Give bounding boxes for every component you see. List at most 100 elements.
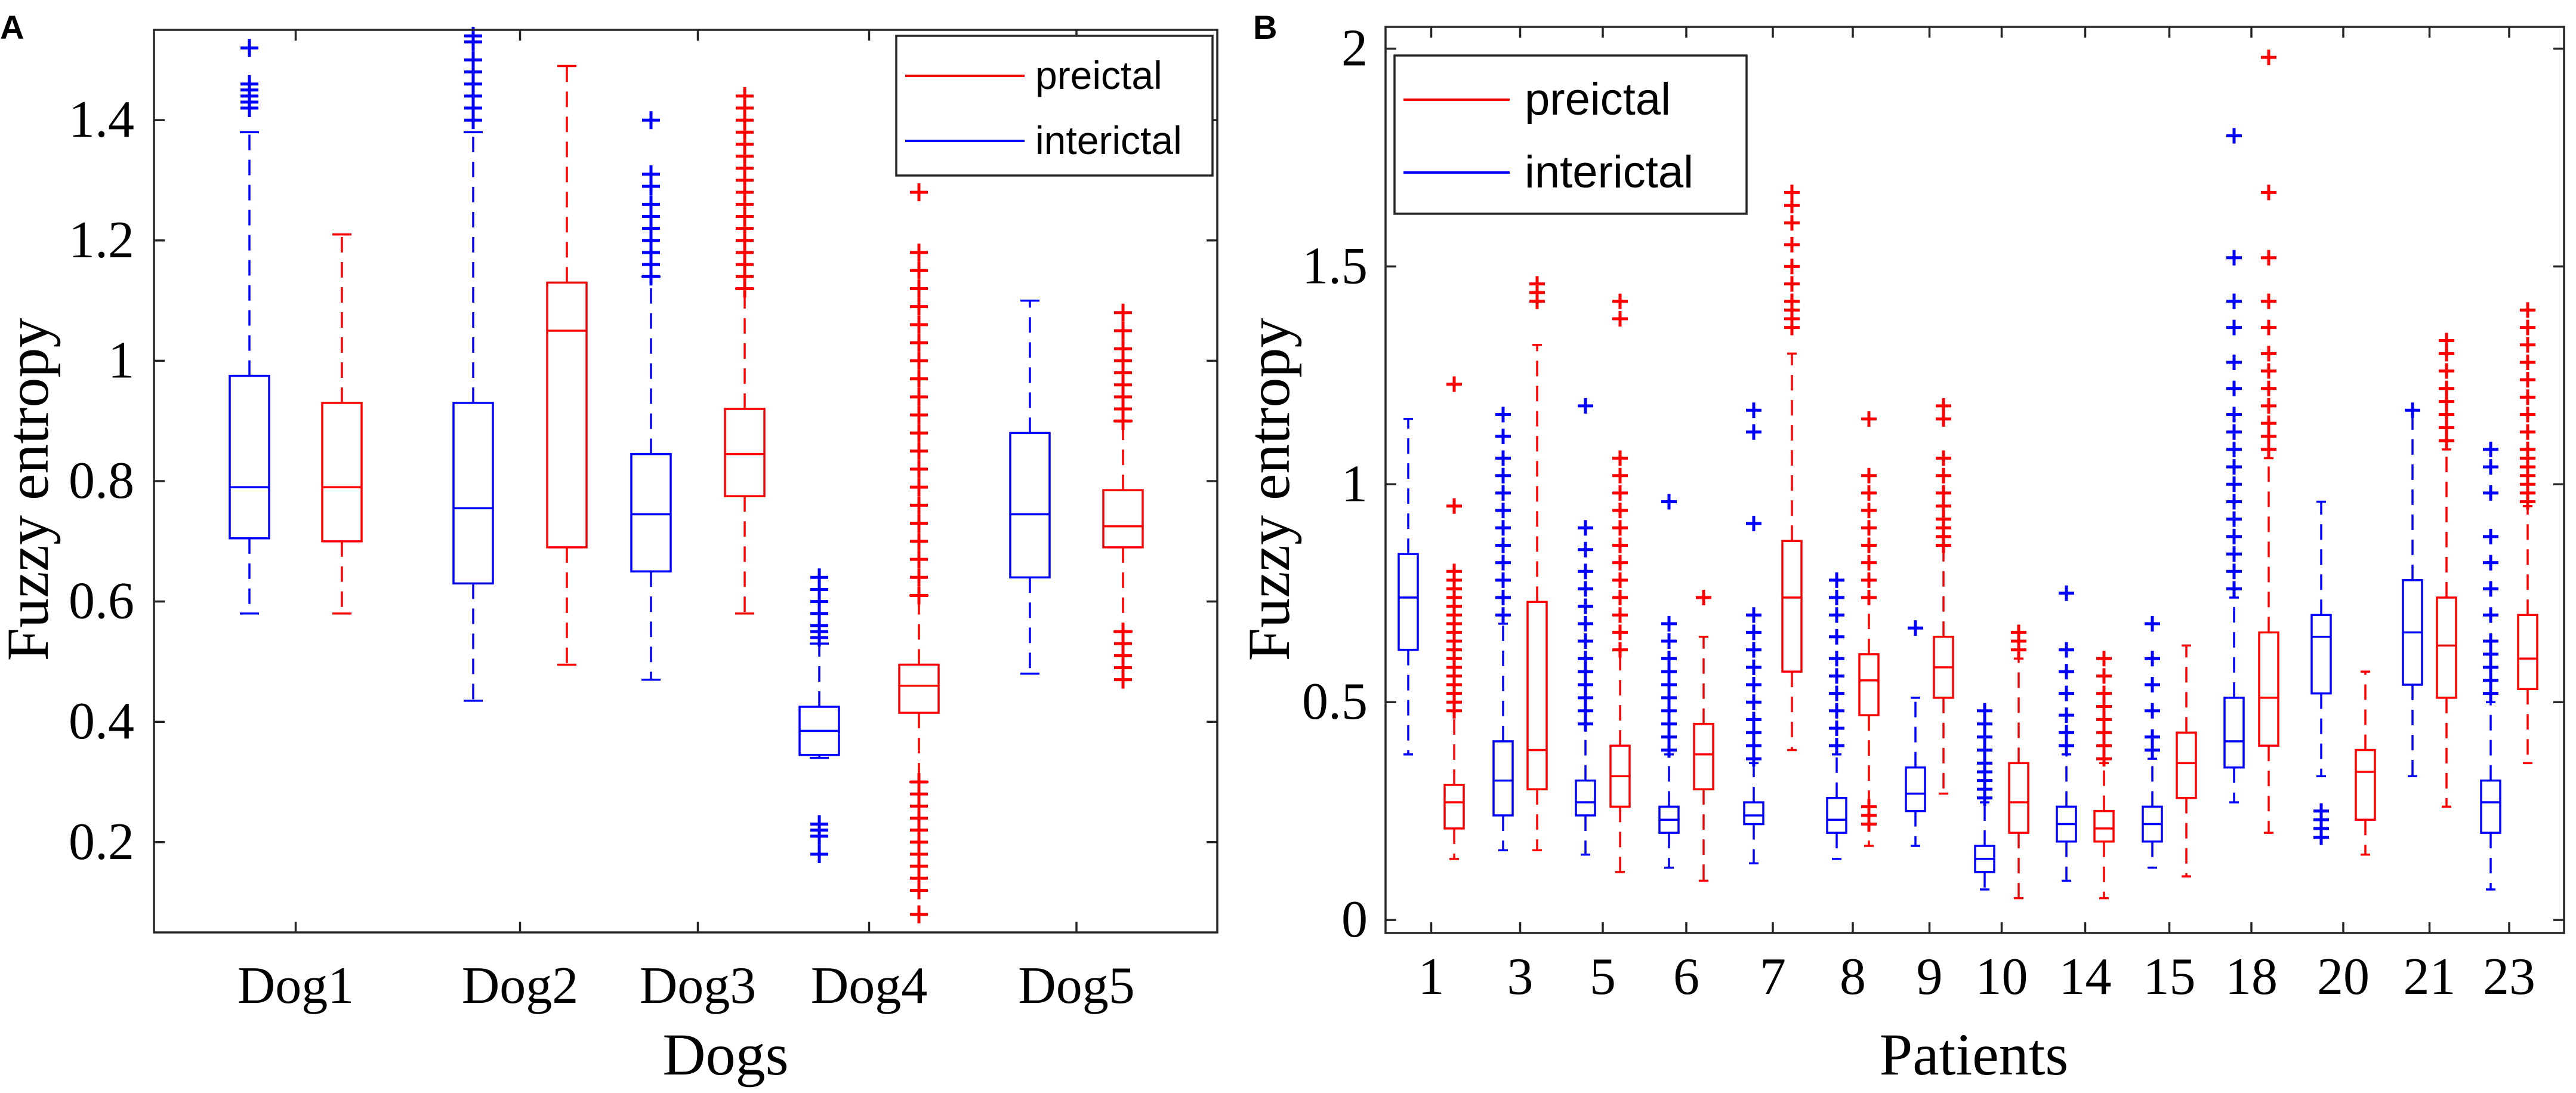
outlier-point bbox=[2439, 393, 2454, 410]
outlier-point bbox=[1612, 624, 1628, 641]
outlier-point bbox=[910, 297, 928, 316]
outlier-point bbox=[2483, 607, 2498, 623]
outlier-point bbox=[910, 478, 928, 497]
outlier-point bbox=[2226, 441, 2242, 457]
x-tick-label: 1 bbox=[1418, 948, 1445, 1006]
outlier-point bbox=[1861, 572, 1877, 588]
outlier-point bbox=[1861, 520, 1877, 536]
outlier-point bbox=[2261, 398, 2276, 414]
box-preictal-Dog3 bbox=[724, 87, 766, 615]
iqr-box bbox=[2176, 731, 2197, 799]
iqr-box bbox=[1693, 722, 1714, 790]
x-tick-label: Dog5 bbox=[1018, 957, 1135, 1015]
outlier-point bbox=[2439, 332, 2454, 349]
outlier-point bbox=[2226, 354, 2242, 370]
outlier-point bbox=[910, 279, 928, 298]
outlier-point bbox=[910, 550, 928, 569]
x-tick-label: 23 bbox=[2483, 948, 2535, 1006]
outlier-point bbox=[1977, 729, 1992, 745]
panel-b-y-axis-label: Fuzzy entropy bbox=[1236, 318, 1302, 661]
outlier-point bbox=[1746, 642, 1761, 658]
y-tick-label: 0.6 bbox=[69, 572, 134, 630]
outlier-point bbox=[2483, 672, 2498, 688]
outlier-point bbox=[1661, 716, 1677, 732]
outlier-point bbox=[1661, 494, 1677, 510]
outlier-point bbox=[2520, 424, 2535, 440]
outlier-point bbox=[910, 370, 928, 388]
outlier-point bbox=[1784, 258, 1800, 275]
outlier-point bbox=[1495, 607, 1511, 623]
outlier-point bbox=[1578, 598, 1593, 614]
outlier-point bbox=[2261, 293, 2276, 309]
box-interictal-9 bbox=[1905, 620, 1926, 847]
box-interictal-15 bbox=[2142, 615, 2163, 869]
x-tick-label: Dog4 bbox=[811, 957, 928, 1015]
outlier-point bbox=[1495, 485, 1511, 501]
outlier-point bbox=[1746, 725, 1761, 741]
panel-b-legend-box bbox=[1393, 54, 1748, 215]
panel-a-x-ticks: Dog1 Dog2 Dog3 Dog4 Dog5 bbox=[237, 30, 1135, 1015]
y-tick-label: 1.4 bbox=[69, 91, 134, 149]
outlier-point bbox=[1746, 402, 1761, 418]
outlier-point bbox=[2011, 624, 2026, 641]
outlier-point bbox=[1612, 467, 1628, 484]
outlier-point bbox=[1936, 467, 1951, 484]
outlier-point bbox=[2483, 441, 2498, 457]
outlier-point bbox=[2145, 677, 2160, 693]
box-preictal-Dog5 bbox=[1102, 303, 1144, 689]
outlier-point bbox=[1936, 511, 1951, 527]
outlier-point bbox=[1529, 276, 1545, 292]
iqr-box bbox=[1443, 784, 1465, 830]
x-tick-label: Dog1 bbox=[237, 957, 354, 1015]
box-interictal-14 bbox=[2056, 585, 2077, 882]
outlier-point bbox=[2226, 319, 2242, 335]
outlier-point bbox=[2226, 459, 2242, 475]
outlier-point bbox=[1495, 503, 1511, 519]
outlier-point bbox=[2059, 585, 2074, 601]
outlier-point bbox=[1746, 515, 1761, 531]
y-tick-label: 2 bbox=[1341, 19, 1368, 77]
outlier-point bbox=[2145, 742, 2160, 758]
outlier-point bbox=[2261, 363, 2276, 379]
box-preictal-5 bbox=[1609, 293, 1631, 873]
outlier-point bbox=[1661, 729, 1677, 745]
outlier-point bbox=[1908, 620, 1923, 636]
y-tick-label: 0.5 bbox=[1302, 673, 1368, 731]
panel-a-letter: A bbox=[0, 8, 24, 46]
iqr-box bbox=[229, 374, 270, 540]
outlier-point bbox=[2313, 803, 2329, 819]
outlier-point bbox=[2483, 646, 2498, 662]
box-preictal-23 bbox=[2517, 302, 2538, 765]
iqr-box bbox=[1743, 801, 1764, 826]
box-interictal-6 bbox=[1658, 494, 1680, 869]
outlier-point bbox=[1829, 738, 1844, 754]
x-tick-label: 3 bbox=[1507, 948, 1534, 1006]
outlier-point bbox=[1746, 738, 1761, 754]
outlier-point bbox=[1861, 555, 1877, 571]
outlier-point bbox=[2261, 50, 2276, 66]
box-interictal-8 bbox=[1826, 572, 1847, 860]
outlier-point bbox=[2059, 738, 2074, 754]
iqr-box bbox=[1781, 540, 1803, 673]
iqr-box bbox=[2008, 762, 2029, 834]
outlier-point bbox=[2226, 128, 2242, 144]
outlier-point bbox=[1861, 467, 1877, 484]
box-interictal-18 bbox=[2223, 128, 2245, 803]
outlier-point bbox=[1612, 450, 1628, 466]
outlier-point bbox=[2226, 546, 2242, 562]
box-preictal-3 bbox=[1526, 276, 1548, 852]
outlier-point bbox=[1495, 429, 1511, 445]
outlier-point bbox=[2439, 420, 2454, 436]
x-tick-label: 20 bbox=[2317, 948, 2370, 1006]
outlier-point bbox=[240, 75, 258, 93]
box-preictal-14 bbox=[2093, 651, 2115, 900]
outlier-point bbox=[1829, 607, 1844, 623]
outlier-point bbox=[2226, 564, 2242, 580]
x-tick-label: 14 bbox=[2059, 948, 2112, 1006]
box-preictal-15 bbox=[2176, 644, 2197, 878]
outlier-point bbox=[642, 111, 660, 130]
outlier-point bbox=[1612, 607, 1628, 623]
outlier-point bbox=[2226, 250, 2242, 266]
outlier-point bbox=[2405, 402, 2420, 418]
